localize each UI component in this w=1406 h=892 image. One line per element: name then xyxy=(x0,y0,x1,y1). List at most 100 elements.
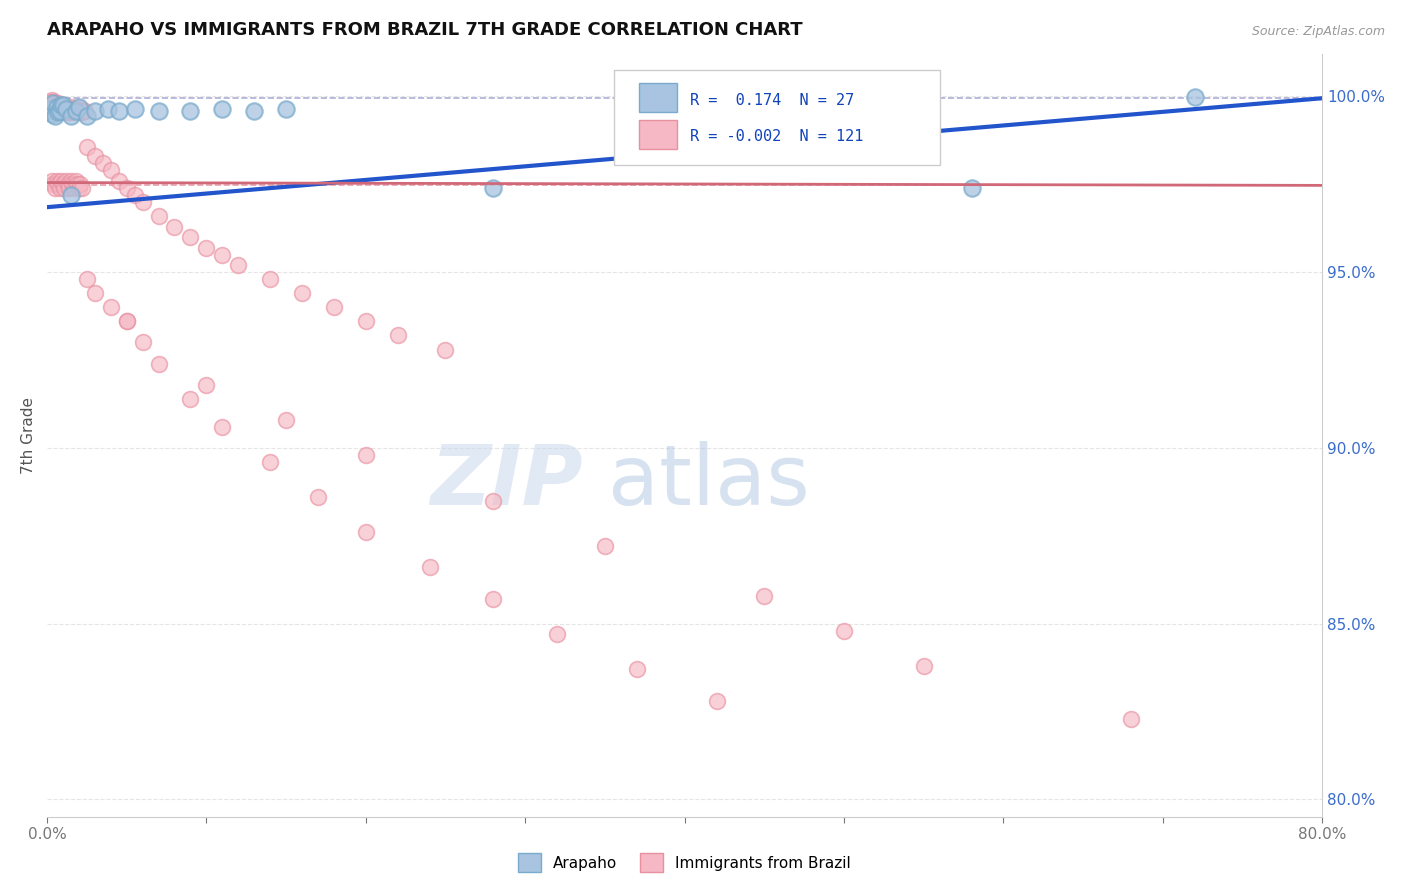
Point xyxy=(1184,90,1206,104)
Point xyxy=(65,104,87,119)
Point xyxy=(53,102,76,116)
Point xyxy=(45,98,67,112)
Point xyxy=(148,357,170,371)
Point xyxy=(354,448,377,462)
Point xyxy=(76,109,98,123)
Point xyxy=(65,102,87,116)
Point xyxy=(52,99,75,113)
Point xyxy=(322,301,344,315)
Point xyxy=(44,181,66,195)
Point xyxy=(51,104,73,119)
Point xyxy=(482,181,505,195)
Point xyxy=(274,413,297,427)
Point xyxy=(83,149,105,163)
Point xyxy=(46,178,69,192)
Point xyxy=(48,98,70,112)
Point xyxy=(48,102,70,116)
Point xyxy=(115,314,138,328)
Legend: Arapaho, Immigrants from Brazil: Arapaho, Immigrants from Brazil xyxy=(512,847,858,878)
Point xyxy=(39,95,62,109)
Bar xyxy=(638,84,676,112)
Point xyxy=(482,592,505,607)
Point xyxy=(41,101,63,115)
Point xyxy=(387,328,409,343)
Point xyxy=(419,560,441,574)
Point xyxy=(243,103,266,118)
Point xyxy=(67,100,90,114)
Point xyxy=(83,103,105,118)
Point xyxy=(69,178,91,192)
Y-axis label: 7th Grade: 7th Grade xyxy=(21,397,35,475)
Point xyxy=(53,103,76,117)
Point xyxy=(56,104,79,119)
Point xyxy=(58,103,80,118)
Point xyxy=(706,694,728,708)
Text: Source: ZipAtlas.com: Source: ZipAtlas.com xyxy=(1251,25,1385,38)
Point xyxy=(163,219,186,234)
Point xyxy=(226,258,249,272)
Point xyxy=(41,93,63,107)
Point xyxy=(39,96,62,111)
Point xyxy=(434,343,457,357)
Point xyxy=(63,105,86,120)
Point xyxy=(45,105,67,120)
Text: atlas: atlas xyxy=(609,441,810,522)
Point xyxy=(55,102,77,116)
Point xyxy=(44,103,66,118)
Point xyxy=(70,105,93,120)
Point xyxy=(42,102,65,116)
Point xyxy=(44,109,66,123)
Point xyxy=(274,102,297,116)
Point xyxy=(42,96,65,111)
Point xyxy=(41,107,63,121)
Point xyxy=(626,662,648,676)
Point xyxy=(58,181,80,195)
Point xyxy=(115,314,138,328)
Point xyxy=(259,455,281,469)
Point xyxy=(211,420,233,434)
Point xyxy=(59,105,82,120)
Point xyxy=(960,181,983,195)
Point xyxy=(51,98,73,112)
Point xyxy=(42,95,65,109)
Point xyxy=(51,174,73,188)
Point xyxy=(546,627,568,641)
Point xyxy=(482,493,505,508)
Point xyxy=(76,140,98,154)
Point xyxy=(195,241,218,255)
Point xyxy=(211,247,233,261)
Point xyxy=(67,181,90,195)
Point xyxy=(754,589,776,603)
Point xyxy=(131,194,153,209)
Point xyxy=(67,101,90,115)
Point xyxy=(69,103,91,118)
Point xyxy=(100,301,122,315)
Point xyxy=(45,102,67,116)
Point xyxy=(148,103,170,118)
Point xyxy=(75,103,97,118)
Point xyxy=(45,100,67,114)
Point xyxy=(44,100,66,114)
Point xyxy=(62,102,84,116)
Point xyxy=(52,103,75,118)
Point xyxy=(55,174,77,188)
Point xyxy=(66,178,89,192)
Point xyxy=(107,103,129,118)
Point xyxy=(48,181,70,195)
Point xyxy=(59,109,82,123)
Point xyxy=(179,230,201,244)
Point xyxy=(912,658,935,673)
Point xyxy=(55,104,77,119)
Point xyxy=(46,102,69,116)
Point xyxy=(291,286,314,301)
Point xyxy=(51,104,73,119)
Point xyxy=(48,103,70,118)
Point xyxy=(52,98,75,112)
Text: R =  0.174  N = 27: R = 0.174 N = 27 xyxy=(690,93,853,108)
Point xyxy=(65,103,87,118)
Point xyxy=(354,525,377,540)
Point xyxy=(195,377,218,392)
Point xyxy=(307,490,329,504)
Point xyxy=(56,178,79,192)
Point xyxy=(46,105,69,120)
